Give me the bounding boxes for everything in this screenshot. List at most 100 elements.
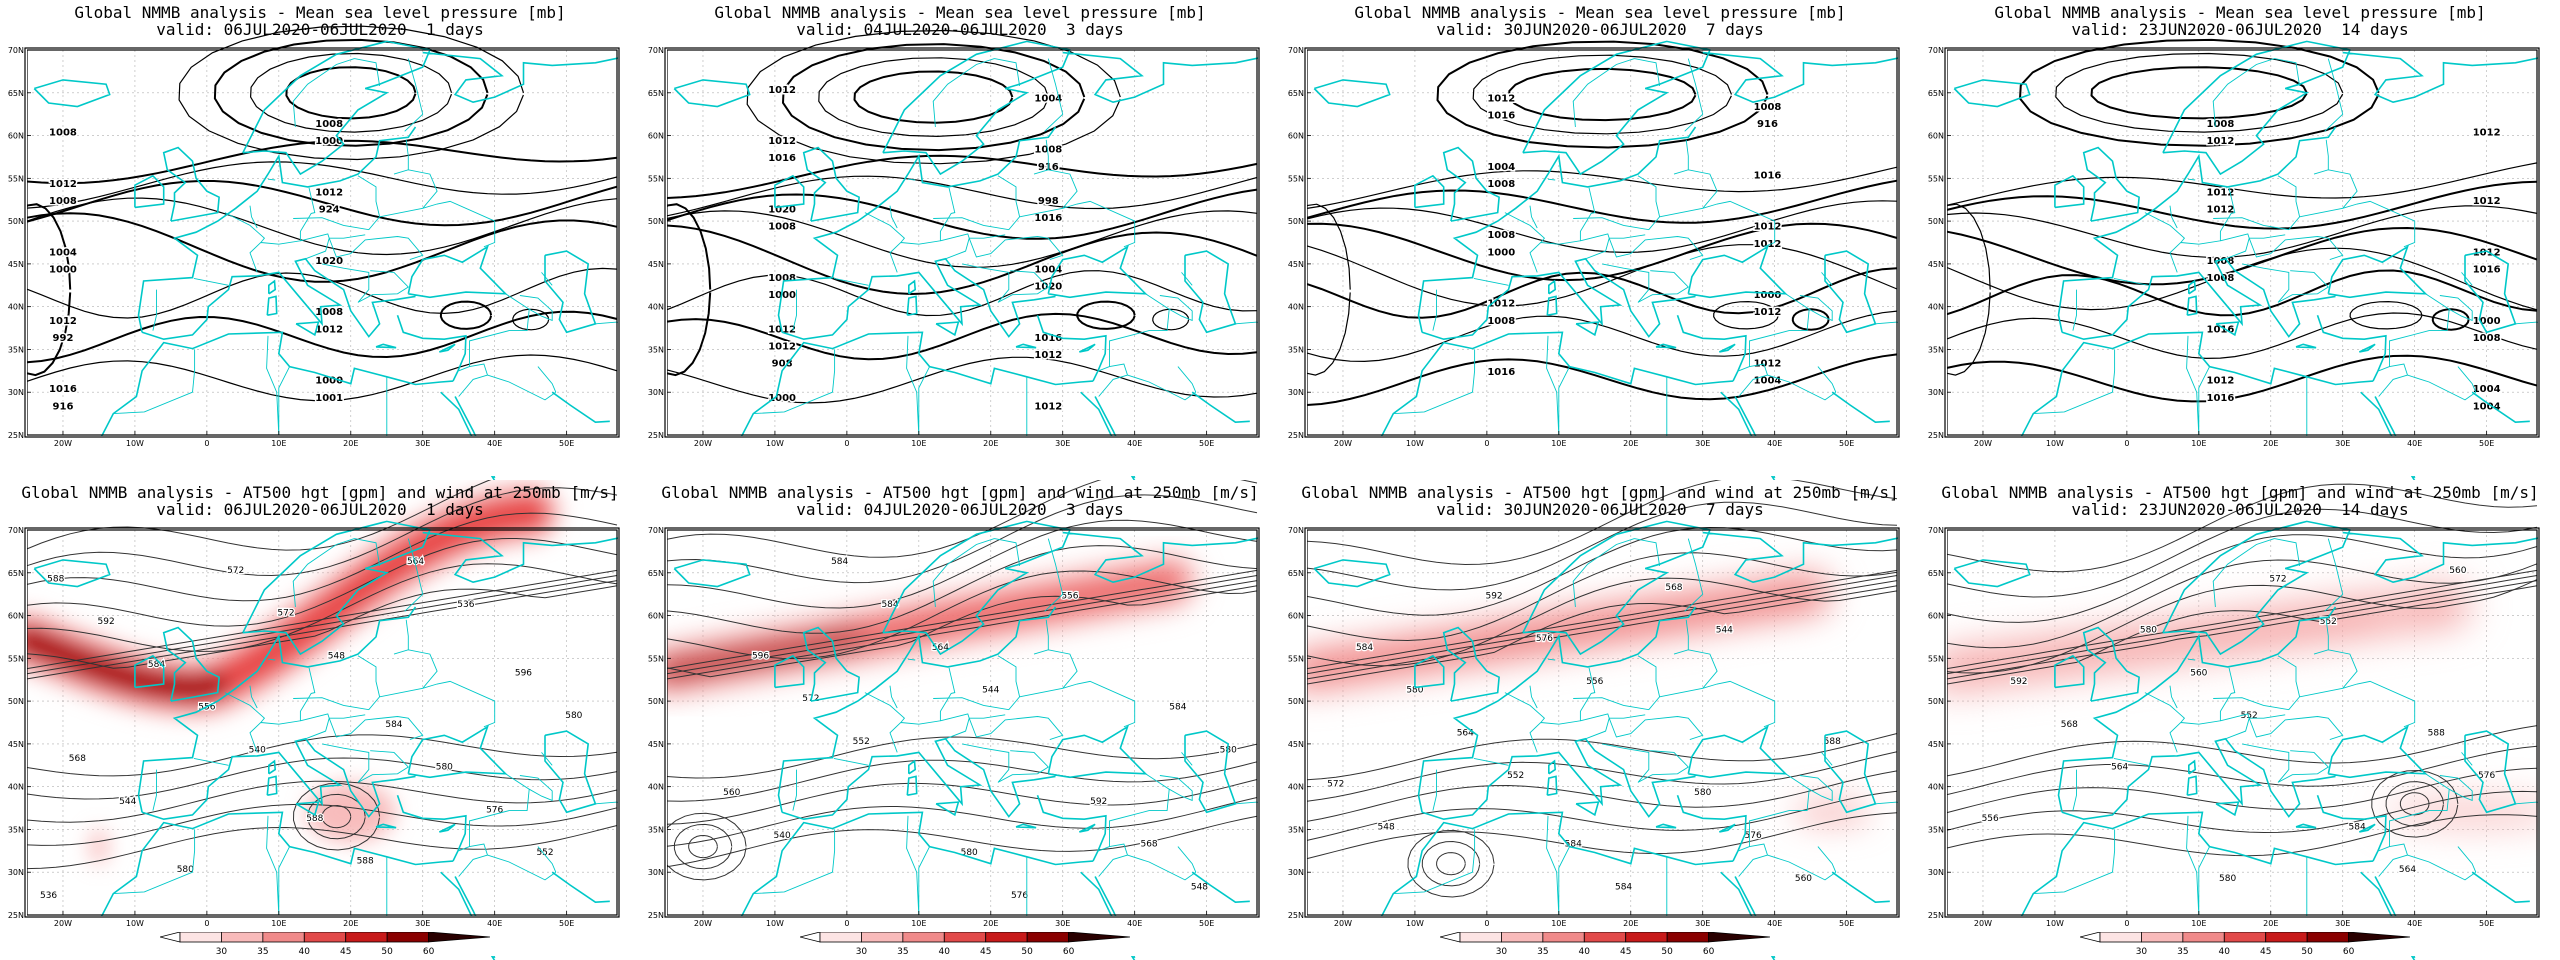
colorbar-tick: 60	[2343, 947, 2355, 957]
height-label: 568	[1140, 840, 1157, 850]
lat-tick-label: 70N	[1928, 526, 1944, 535]
lat-tick-label: 60N	[8, 132, 24, 141]
lon-tick-label: 10E	[2191, 439, 2206, 448]
map-panel-z500-1d: 536 540 536 544 548 552 556 564 568 572 576 584 588 5…	[0, 480, 640, 960]
height-label: 588	[47, 574, 64, 584]
panel-title-line: Global NMMB analysis - Mean sea level pr…	[714, 3, 1206, 22]
height-labels: 5525605645525565605645685725765805845925…	[1980, 565, 2496, 886]
isobar-label: 1012	[768, 341, 796, 352]
lon-tick-label: 40E	[487, 919, 502, 928]
height-label: 584	[148, 660, 165, 670]
country-borders	[113, 538, 640, 942]
isobar-label: 1008	[1487, 230, 1515, 241]
isobar-label: 1016	[768, 153, 796, 164]
lat-tick-label: 55N	[648, 654, 664, 663]
lat-tick-label: 70N	[648, 526, 664, 535]
height-label: 592	[1090, 797, 1107, 807]
lat-ticks: 70N 65N 60N 55N 50N 45N 40N 35N 30N 25N	[8, 46, 31, 440]
isobar-line	[1946, 205, 2538, 259]
lon-tick-label: 50E	[2479, 919, 2494, 928]
isobar-label: 1004	[2473, 384, 2501, 395]
lon-tick-label: 20W	[694, 439, 712, 448]
isobar-label: 1012	[2473, 196, 2501, 207]
lat-tick-label: 60N	[8, 612, 24, 621]
map-canvas: 5525605645525565605645685725765805845925…	[1920, 483, 2560, 960]
isobars	[1920, 38, 2538, 403]
height-label: 560	[723, 788, 740, 798]
lat-tick-label: 45N	[1288, 740, 1304, 749]
isobar-label: 916	[53, 401, 74, 412]
lat-tick-label: 70N	[1928, 46, 1944, 55]
isobar-label: 1004	[49, 247, 77, 258]
height-label: 552	[536, 848, 553, 858]
colorbar-swatch	[386, 932, 429, 943]
graticule	[27, 50, 617, 435]
map-panel-mslp-7d: 1008 916 1000 1004 1008 1012 1016 1012 1016 1016 1…	[1280, 0, 1920, 480]
isobar-label: 1008	[1487, 316, 1515, 327]
isobar-label: 1000	[315, 376, 343, 387]
isobar-label: 1000	[768, 393, 796, 404]
isobar-line	[1791, 308, 1830, 331]
isobar-line	[1306, 166, 1898, 209]
height-contour	[26, 734, 618, 777]
lat-tick-label: 70N	[8, 46, 24, 55]
isobar-line	[666, 154, 1258, 199]
lon-tick-label: 40E	[1767, 919, 1782, 928]
isobar-line	[1946, 354, 2538, 403]
isobar-label: 1008	[1754, 102, 1782, 113]
panel-title: Global NMMB analysis - Mean sea level pr…	[0, 4, 640, 38]
isobar-line	[818, 57, 1049, 138]
lat-tick-label: 45N	[648, 260, 664, 269]
lon-ticks: 20W 10W 0 10E 20E 30E 40E 50E	[54, 911, 574, 928]
isobar-label: 1000	[1754, 290, 1782, 301]
wind-colorbar: 30 35 40 45 50 60	[1440, 932, 1770, 957]
height-contour	[1946, 483, 2538, 573]
isobar-line	[666, 356, 1258, 404]
graticule	[667, 50, 1257, 435]
height-label: 584	[1169, 703, 1186, 713]
country-borders	[753, 58, 1280, 462]
isobar-line	[249, 52, 453, 133]
height-contour	[1306, 552, 1898, 642]
isobar-line	[666, 312, 1258, 361]
height-contour	[26, 580, 618, 680]
lat-tick-label: 30N	[1928, 868, 1944, 877]
lon-tick-label: 30E	[415, 919, 430, 928]
height-contour	[1946, 559, 2538, 649]
lon-tick-label: 10W	[2046, 439, 2064, 448]
panel-valid-line: valid: 23JUN2020-06JUL2020 14 days	[2071, 500, 2409, 519]
isobar-line	[1280, 203, 1351, 376]
colorbar-tick: 50	[2301, 947, 2313, 957]
lon-tick-label: 20W	[54, 919, 72, 928]
lat-tick-label: 65N	[1928, 89, 1944, 98]
height-label: 584	[1356, 643, 1373, 653]
height-contour	[2385, 781, 2444, 827]
lat-tick-label: 40N	[8, 783, 24, 792]
isobar-line	[1507, 67, 1697, 122]
height-label: 576	[2478, 771, 2495, 781]
height-contour	[666, 569, 1258, 670]
lat-tick-label: 50N	[1928, 217, 1944, 226]
height-contour	[2371, 769, 2459, 838]
colorbar-tick: 45	[1620, 947, 1631, 957]
height-contour	[26, 757, 618, 800]
height-label: 560	[2190, 668, 2207, 678]
height-contour	[666, 585, 1258, 678]
isobar-line	[26, 161, 618, 209]
isobar-label: 1012	[2206, 187, 2234, 198]
height-contour	[1306, 585, 1898, 685]
isobar-label: 1000	[1487, 247, 1515, 258]
lat-tick-label: 35N	[8, 825, 24, 834]
panel-valid-line: valid: 06JUL2020-06JUL2020 1 days	[156, 500, 484, 519]
height-contour	[26, 569, 618, 670]
height-contour	[1306, 580, 1898, 680]
height-contour	[1946, 745, 2538, 796]
lat-tick-label: 60N	[648, 132, 664, 141]
isobar-line	[1946, 312, 2538, 360]
lat-tick-label: 60N	[1928, 132, 1944, 141]
lon-tick-label: 0	[204, 439, 209, 448]
isobar-line	[1306, 310, 1898, 363]
lat-tick-label: 60N	[1288, 612, 1304, 621]
isobar-label: 1012	[2206, 136, 2234, 147]
lat-tick-label: 35N	[648, 345, 664, 354]
